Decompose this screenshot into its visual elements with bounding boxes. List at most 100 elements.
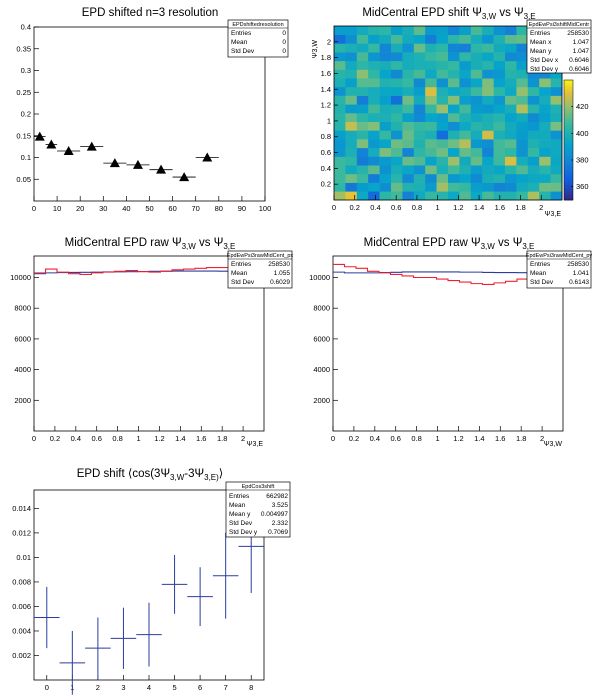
x-tick-label: 1.2	[154, 434, 164, 443]
heatmap-cell	[413, 69, 426, 79]
palette-segment	[564, 197, 573, 201]
heatmap-cell	[356, 173, 369, 183]
heatmap-cell	[425, 43, 437, 53]
heatmap-cell	[436, 43, 449, 53]
heatmap-cell	[402, 156, 415, 166]
heatmap-cell	[402, 139, 415, 149]
heatmap-cell	[505, 34, 517, 44]
heatmap-cell	[505, 78, 517, 88]
stats-label: Entries	[231, 261, 252, 268]
heatmap-cell	[505, 86, 517, 96]
heatmap-cell	[345, 104, 358, 114]
x-tick-label: 1	[435, 434, 439, 443]
heatmap-cell	[527, 121, 540, 131]
heatmap-cell	[505, 182, 517, 192]
palette-segment	[564, 122, 573, 126]
heatmap-cell	[459, 26, 472, 35]
heatmap-cell	[436, 139, 449, 149]
heatmap-cell	[345, 34, 358, 44]
heatmap-cell	[413, 60, 426, 70]
heatmap-cell	[379, 69, 392, 79]
heatmap-cell	[425, 130, 437, 140]
stats-label: Entries	[530, 261, 551, 268]
heatmap-cell	[493, 104, 506, 114]
heatmap-cell	[368, 182, 380, 192]
stats-name: EPDshiftedresolution	[232, 22, 283, 28]
chart-title: MidCentral EPD raw Ψ3,W vs Ψ3,E	[65, 237, 236, 251]
stats-value: 662982	[266, 493, 288, 500]
stats-label: Std Dev y	[229, 529, 258, 536]
heatmap-cell	[470, 43, 483, 53]
heatmap-cell	[539, 121, 551, 131]
heatmap-cell	[345, 52, 358, 62]
heatmap-cell	[345, 130, 358, 140]
palette-segment	[564, 128, 573, 132]
heatmap-cell	[356, 52, 369, 62]
heatmap-cell	[425, 104, 437, 114]
heatmap-cell	[391, 95, 403, 105]
raw-w-pad: MidCentral EPD raw Ψ3,W vs Ψ3,E 2000 4000…	[299, 230, 598, 460]
palette-segment	[564, 155, 573, 159]
x-tick-label: 90	[238, 204, 246, 213]
heatmap-cell	[550, 78, 563, 88]
heatmap-cell	[470, 26, 483, 35]
x-axis-label: Ψ3,E	[545, 211, 562, 218]
heatmap-cell	[539, 69, 551, 79]
heatmap-cell	[425, 78, 437, 88]
heatmap-cell	[356, 191, 369, 201]
palette-segment	[564, 119, 573, 123]
heatmap-cell	[436, 60, 449, 70]
heatmap-cell	[459, 173, 472, 183]
stats-box: EpdEwPsi3rawMidCent_px Entries 258530 Me…	[227, 250, 293, 289]
heatmap-cell	[334, 165, 346, 175]
y-tick-label: 2	[327, 37, 331, 46]
heatmap-cell	[505, 130, 517, 140]
heatmap-cell	[516, 191, 529, 201]
heatmap-cell	[448, 156, 460, 166]
heatmap-cell	[505, 26, 517, 35]
heatmap-cell	[482, 26, 494, 35]
data-marks: 2000 4000 6000 8000 10000 0 0.2 0.4 0.6 0.8 1 1.2 1.…	[10, 266, 264, 443]
y-tick-label: 1.4	[321, 85, 331, 94]
x-tick-label: 60	[168, 204, 176, 213]
x-tick-label: 0.8	[112, 434, 122, 443]
heatmap-cell	[391, 121, 403, 131]
x-tick-label: 1.6	[495, 434, 505, 443]
heatmap-cell	[402, 121, 415, 131]
x-tick-label: 8	[249, 683, 253, 692]
palette-frame	[563, 79, 574, 201]
heatmap-cell	[493, 121, 506, 131]
y-tick-label: 10000	[309, 273, 330, 282]
heatmap-cell	[470, 69, 483, 79]
heatmap-cell	[391, 173, 403, 183]
y-tick-label: 0.4	[321, 164, 331, 173]
heatmap-cell	[368, 52, 380, 62]
stats-value: 0.6046	[569, 57, 589, 64]
heatmap-cell	[527, 147, 540, 157]
heatmap-cell	[345, 60, 358, 70]
y-tick-label: 0.4	[21, 23, 31, 32]
heatmap-cell	[516, 121, 529, 131]
heatmap-cell	[539, 173, 551, 183]
heatmap-cell	[402, 78, 415, 88]
palette-segment	[564, 185, 573, 189]
heatmap-cell	[379, 139, 392, 149]
palette-segment	[564, 146, 573, 150]
x-tick-label: 100	[259, 204, 272, 213]
heatmap-cell	[448, 26, 460, 35]
heatmap-cell	[356, 34, 369, 44]
heatmap-cell	[459, 78, 472, 88]
palette-segment	[564, 179, 573, 183]
heatmap-cell	[334, 26, 346, 35]
data-point	[86, 141, 97, 151]
heatmap-cell	[539, 182, 551, 192]
palette-segment	[564, 182, 573, 186]
x-tick-label: 0	[331, 434, 335, 443]
heatmap-cell	[505, 156, 517, 166]
x-tick-label: 1.4	[175, 434, 185, 443]
heatmap-cell	[413, 26, 426, 35]
heatmap-cell	[527, 182, 540, 192]
x-tick-label: 70	[192, 204, 200, 213]
chart-title: MidCentral EPD shift Ψ3,W vs Ψ3,E	[362, 7, 535, 21]
heatmap-cell	[436, 34, 449, 44]
